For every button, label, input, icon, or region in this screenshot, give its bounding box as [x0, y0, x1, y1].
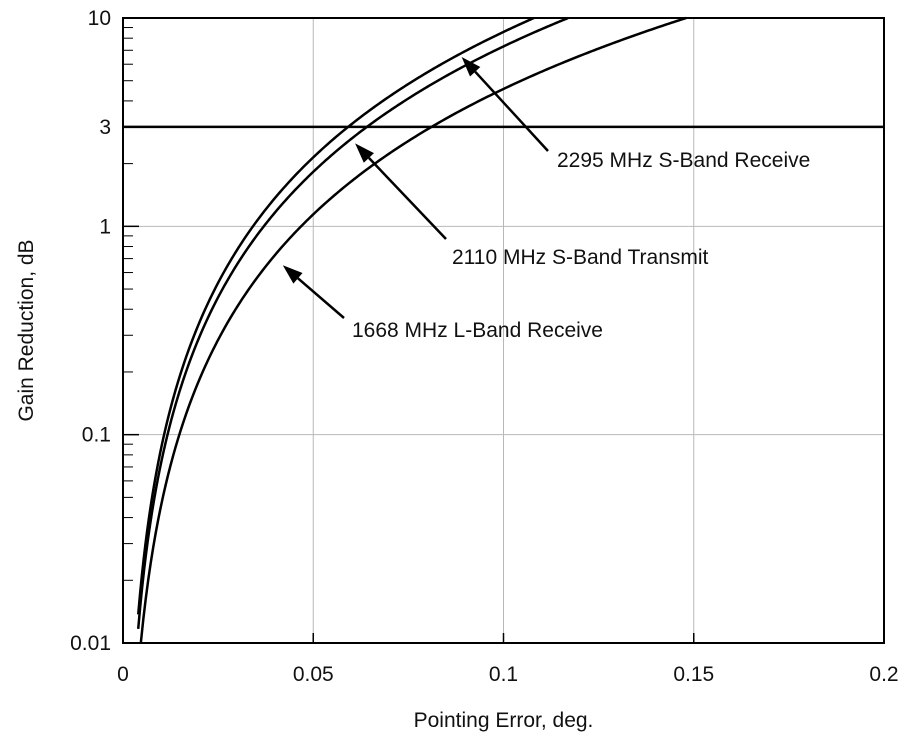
y-tick-label: 0.01: [70, 632, 111, 655]
annotation-arrowhead: [355, 143, 374, 163]
y-axis: 0.01 0.1 1 3 10: [70, 7, 139, 655]
x-tick-label: 0.05: [293, 663, 334, 686]
series-line-2: [136, 16, 569, 630]
x-axis-label: Pointing Error, deg.: [414, 709, 594, 732]
series-line-3: [139, 16, 687, 644]
y-tick-label: 3: [99, 116, 111, 139]
x-tick-label: 0.2: [869, 663, 898, 686]
x-tick-label: 0.1: [489, 663, 518, 686]
series-line-1: [136, 16, 535, 615]
annotation-arrow-line: [297, 277, 345, 319]
annotation-arrow-line: [474, 70, 549, 152]
y-tick-label: 0.1: [82, 424, 111, 447]
annotation-arrow-line: [367, 157, 447, 240]
annotation-arrowhead: [461, 56, 481, 77]
grid: [123, 18, 884, 643]
x-axis: 0 0.05 0.1 0.15 0.2: [117, 633, 899, 686]
annotation-label: 2110 MHz S-Band Transmit: [452, 246, 709, 269]
y-minor-ticks: [123, 27, 133, 581]
x-tick-label: 0.15: [673, 663, 714, 686]
y-tick-label: 10: [88, 7, 111, 30]
annotation-label: 2295 MHz S-Band Receive: [557, 149, 810, 172]
annotation-arrowhead: [282, 265, 303, 284]
annotation-label: 1668 MHz L-Band Receive: [352, 319, 603, 342]
y-axis-label: Gain Reduction, dB: [15, 239, 38, 421]
annotations: 2295 MHz S-Band Receive 2110 MHz S-Band T…: [282, 56, 810, 342]
series-group: [136, 16, 687, 644]
y-tick-label: 1: [99, 215, 111, 238]
x-tick-label: 0: [117, 663, 129, 686]
